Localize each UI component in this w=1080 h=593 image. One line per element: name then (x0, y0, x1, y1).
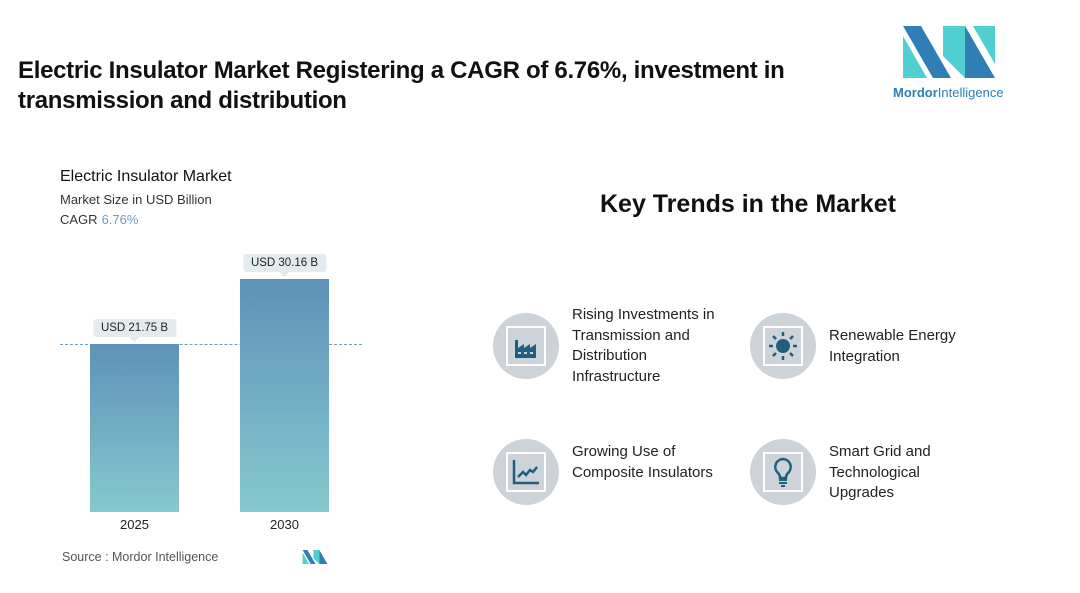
source-note: Source : Mordor Intelligence (62, 550, 328, 564)
x-tick-2025: 2025 (120, 517, 149, 532)
data-label-2025: USD 21.75 B (92, 318, 177, 342)
trend-chart-icon (493, 439, 559, 505)
reference-line (60, 343, 362, 345)
mordor-logo: MordorIntelligence (893, 26, 1013, 100)
page-title: Electric Insulator Market Registering a … (18, 57, 785, 114)
cagr-label: CAGR (60, 212, 98, 227)
logo-text-light: Intelligence (937, 85, 1004, 100)
chart-title: Electric Insulator Market (60, 168, 232, 185)
lightbulb-icon (750, 439, 816, 505)
chart-subtitle: Market Size in USD Billion (60, 192, 212, 207)
trend-item-1: Rising Investments in Transmission and D… (572, 306, 715, 385)
sun-icon (750, 313, 816, 379)
trend-item-3: Growing Use of Composite Insulators (572, 443, 713, 481)
mordor-logo-icon (903, 26, 995, 78)
factory-icon (493, 313, 559, 379)
data-label-2030: USD 30.16 B (242, 254, 327, 277)
bar-2030 (240, 279, 329, 512)
x-tick-2030: 2030 (270, 517, 299, 532)
mordor-small-logo-icon (302, 550, 328, 564)
trend-item-2: Renewable Energy Integration (829, 327, 956, 365)
bar-2025 (90, 343, 179, 512)
key-trends-heading: Key Trends in the Market (600, 190, 896, 218)
source-text: Source : Mordor Intelligence (62, 550, 219, 564)
cagr-value: 6.76% (101, 212, 139, 227)
trend-item-4: Smart Grid and Technological Upgrades (829, 443, 931, 501)
logo-text-bold: Mordor (893, 85, 938, 100)
cagr: CAGR 6.76% (60, 212, 138, 227)
